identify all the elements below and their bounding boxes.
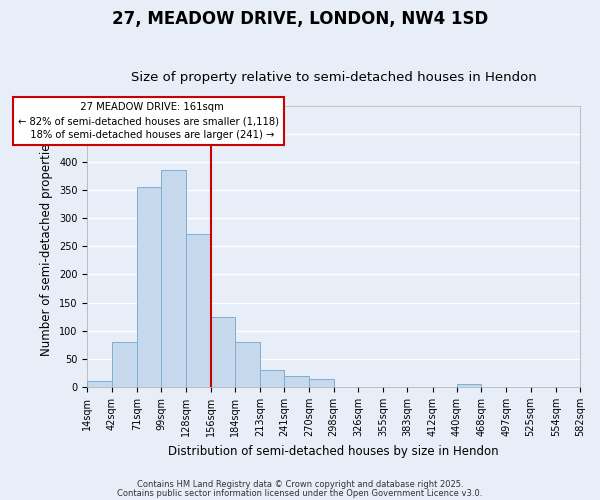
Bar xyxy=(211,317,235,387)
Bar xyxy=(137,187,161,387)
Text: 27, MEADOW DRIVE, LONDON, NW4 1SD: 27, MEADOW DRIVE, LONDON, NW4 1SD xyxy=(112,10,488,28)
Bar xyxy=(161,170,186,387)
Bar xyxy=(310,379,334,387)
Bar xyxy=(284,376,310,387)
Title: Size of property relative to semi-detached houses in Hendon: Size of property relative to semi-detach… xyxy=(131,70,536,84)
Bar xyxy=(88,382,112,387)
Bar xyxy=(457,384,481,387)
Y-axis label: Number of semi-detached properties: Number of semi-detached properties xyxy=(40,137,53,356)
X-axis label: Distribution of semi-detached houses by size in Hendon: Distribution of semi-detached houses by … xyxy=(169,444,499,458)
Bar xyxy=(235,342,260,387)
Bar xyxy=(112,342,137,387)
Bar xyxy=(186,234,211,387)
Bar xyxy=(260,370,284,387)
Text: Contains HM Land Registry data © Crown copyright and database right 2025.: Contains HM Land Registry data © Crown c… xyxy=(137,480,463,489)
Text: 27 MEADOW DRIVE: 161sqm
← 82% of semi-detached houses are smaller (1,118)
  18% : 27 MEADOW DRIVE: 161sqm ← 82% of semi-de… xyxy=(19,102,280,141)
Text: Contains public sector information licensed under the Open Government Licence v3: Contains public sector information licen… xyxy=(118,488,482,498)
